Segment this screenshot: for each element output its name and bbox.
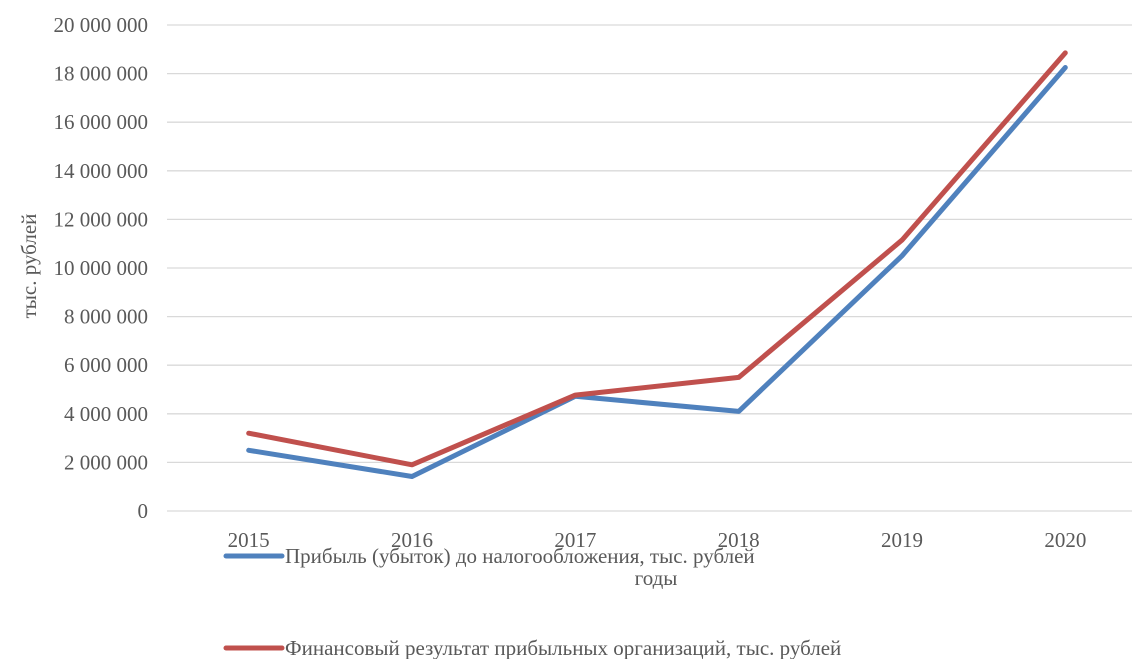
- legend-label: Финансовый результат прибыльных организа…: [285, 636, 841, 659]
- x-tick-label: 2016: [391, 528, 433, 552]
- y-tick-label: 12 000 000: [54, 207, 149, 231]
- y-tick-label: 4 000 000: [64, 402, 148, 426]
- x-tick-label: 2020: [1044, 528, 1086, 552]
- y-tick-label: 0: [138, 499, 149, 523]
- legend: Прибыль (убыток) до налогообложения, тыс…: [223, 544, 841, 659]
- x-axis-ticks: 2015 2016 2017 2018 2019 2020: [228, 528, 1087, 552]
- y-tick-label: 18 000 000: [54, 62, 149, 86]
- x-tick-label: 2019: [881, 528, 923, 552]
- y-axis-ticks: 0 2 000 000 4 000 000 6 000 000 8 000 000 10 …: [54, 13, 149, 523]
- y-tick-label: 14 000 000: [54, 159, 149, 183]
- y-axis-title: тыс. рублей: [17, 214, 41, 319]
- gridlines: [167, 24, 1132, 512]
- y-tick-label: 20 000 000: [54, 13, 149, 37]
- y-tick-label: 2 000 000: [64, 450, 148, 474]
- x-axis-title: годы: [635, 566, 678, 590]
- legend-label: Прибыль (убыток) до налогообложения, тыс…: [285, 544, 755, 568]
- series-line-2: [246, 50, 1068, 468]
- series-lines: [246, 50, 1068, 479]
- x-tick-label: 2015: [228, 528, 270, 552]
- y-tick-label: 16 000 000: [54, 110, 149, 134]
- series-line-1: [246, 65, 1068, 479]
- x-tick-label: 2018: [718, 528, 760, 552]
- y-tick-label: 10 000 000: [54, 256, 149, 280]
- y-tick-label: 6 000 000: [64, 353, 148, 377]
- y-tick-label: 8 000 000: [64, 305, 148, 329]
- x-tick-label: 2017: [554, 528, 596, 552]
